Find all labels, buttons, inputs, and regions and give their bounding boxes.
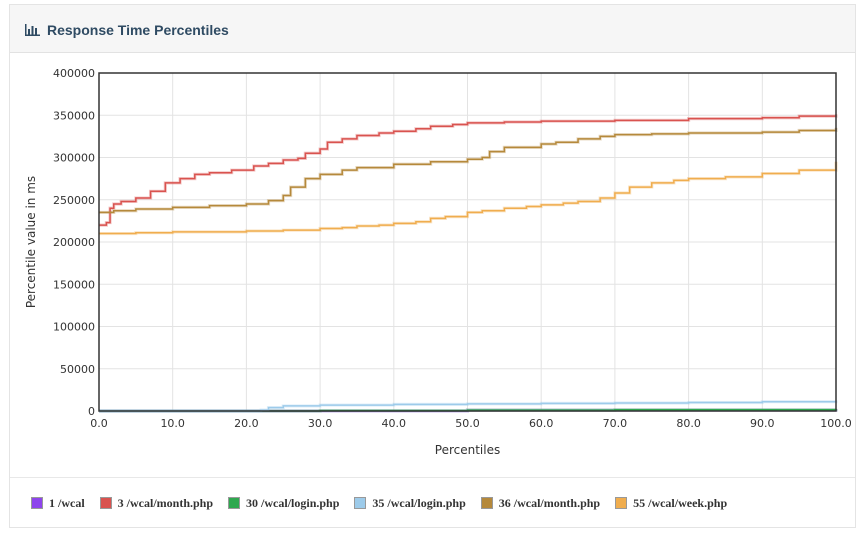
legend-item[interactable]: 1 /wcal: [31, 496, 85, 511]
x-tick-label: 90.0: [750, 417, 775, 430]
y-tick-label: 350000: [53, 109, 95, 122]
panel-header: Response Time Percentiles: [10, 5, 855, 53]
series-line: [99, 114, 837, 226]
x-tick-label: 70.0: [603, 417, 628, 430]
legend-label: 3 /wcal/month.php: [117, 495, 214, 510]
legend-label: 55 /wcal/week.php: [633, 495, 728, 510]
y-tick-label: 50000: [60, 363, 95, 376]
legend-item[interactable]: 55 /wcal/week.php: [615, 496, 727, 511]
panel-title: Response Time Percentiles: [25, 22, 229, 38]
x-axis-label: Percentiles: [435, 443, 500, 457]
legend-swatch: [480, 497, 493, 509]
legend-item[interactable]: 30 /wcal/login.php: [228, 496, 339, 511]
y-tick-label: 200000: [53, 236, 95, 249]
series-line: [99, 127, 837, 214]
x-tick-label: 20.0: [234, 417, 259, 430]
legend-item[interactable]: 36 /wcal/month.php: [480, 495, 601, 511]
legend-divider: [10, 477, 855, 478]
series-line: [99, 400, 837, 412]
y-tick-label: 250000: [53, 194, 95, 207]
legend-label: 1 /wcal: [49, 495, 85, 510]
panel-title-text: Response Time Percentiles: [47, 22, 229, 38]
x-tick-label: 50.0: [455, 417, 480, 430]
legend-item[interactable]: 35 /wcal/login.php: [354, 495, 466, 511]
y-tick-label: 300000: [53, 152, 95, 165]
legend-swatch: [99, 497, 112, 509]
y-axis-label: Percentile value in ms: [24, 176, 38, 308]
legend-swatch: [354, 497, 367, 509]
x-tick-label: 100.0: [820, 417, 852, 430]
chart-legend: 1 /wcal 3 /wcal/month.php 30 /wcal/login.p…: [31, 495, 742, 511]
series-line: [99, 161, 837, 235]
legend-item[interactable]: 3 /wcal/month.php: [99, 495, 214, 511]
legend-label: 36 /wcal/month.php: [498, 495, 601, 510]
x-tick-label: 80.0: [676, 417, 701, 430]
x-tick-label: 40.0: [382, 417, 407, 430]
x-tick-label: 60.0: [529, 417, 554, 430]
y-tick-label: 150000: [53, 278, 95, 291]
legend-label: 30 /wcal/login.php: [246, 495, 340, 510]
y-tick-label: 400000: [53, 67, 95, 80]
y-tick-label: 0: [88, 405, 95, 418]
legend-swatch: [615, 497, 628, 509]
legend-swatch: [31, 497, 43, 509]
legend-swatch: [228, 497, 241, 509]
chart-ticks: 0.0 10.0 20.0 30.0 40.0 50.0 60.0 70.0 80.0 90.0 1…: [53, 67, 852, 430]
x-tick-label: 0.0: [90, 417, 108, 430]
chart-panel: Response Time Percentiles 1 /wcal 3 /wcal…: [9, 4, 856, 528]
plot-frame: [98, 72, 837, 412]
bar-chart-icon: [25, 24, 40, 36]
x-tick-label: 30.0: [308, 417, 333, 430]
y-tick-label: 100000: [53, 321, 95, 334]
legend-label: 35 /wcal/login.php: [372, 495, 466, 510]
x-tick-label: 10.0: [160, 417, 185, 430]
